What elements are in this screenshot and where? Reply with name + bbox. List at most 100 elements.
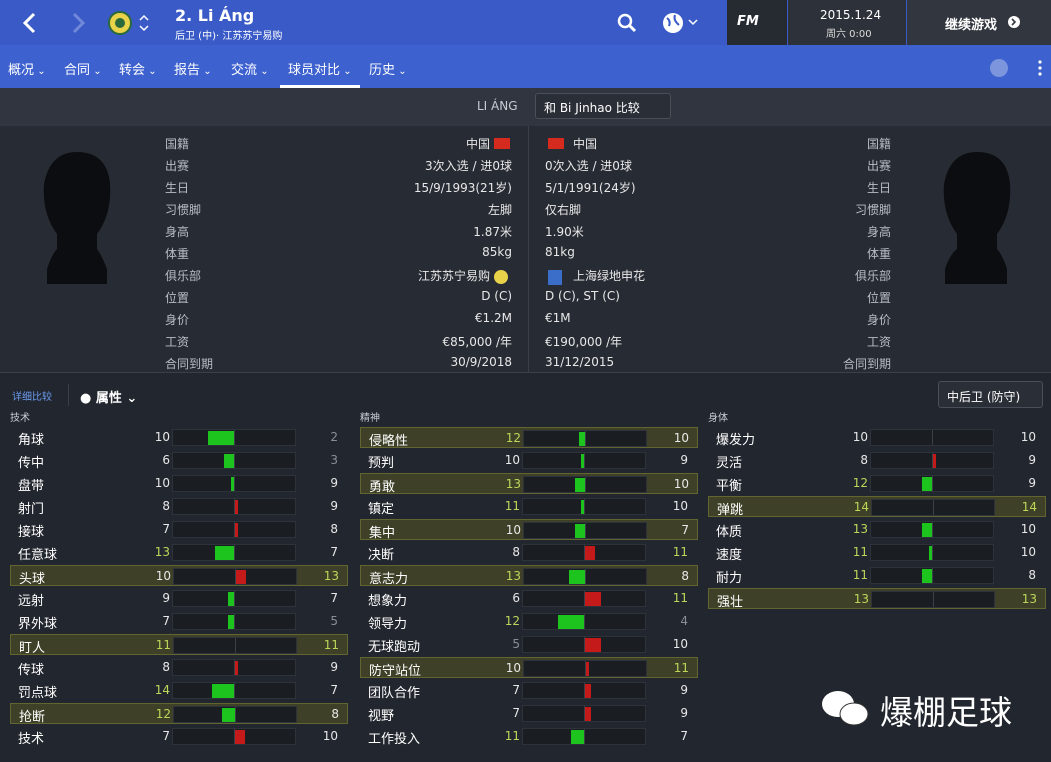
center-line: [235, 638, 236, 653]
center-line: [234, 476, 235, 491]
attribute-row: 想象力 6 11: [360, 588, 698, 609]
center-line: [234, 683, 235, 698]
info-label: 位置: [165, 291, 190, 305]
attribute-name: 任意球: [18, 548, 58, 563]
attribute-row: 抢断 12 8: [10, 703, 348, 725]
bar-track: [522, 705, 646, 722]
attribute-row: 侵略性 12 10: [360, 427, 698, 449]
bar-track: [172, 452, 296, 469]
info-label: 合同到期: [165, 357, 214, 371]
center-line: [584, 453, 585, 468]
attribute-name: 决断: [368, 548, 395, 563]
attribute-name: 罚点球: [18, 686, 58, 701]
info-label: 俱乐部: [165, 269, 202, 283]
attribute-row: 视野 7 9: [360, 703, 698, 724]
left-value: 7: [162, 614, 170, 628]
attribute-row: 预判 10 9: [360, 450, 698, 471]
left-value: 13: [505, 569, 521, 583]
right-value: 9: [680, 683, 688, 697]
right-value: 7: [680, 729, 688, 743]
attribute-name: 远射: [18, 594, 45, 609]
fm-menu[interactable]: FM: [727, 0, 787, 45]
info-label-right: 国籍: [866, 137, 891, 151]
tab[interactable]: 转会 ⌄: [119, 63, 157, 78]
right-value: 上海绿地申花: [573, 269, 646, 283]
difference-bar: [933, 454, 937, 468]
left-value: 中国: [465, 137, 490, 151]
attribute-row: 传球 8 9: [10, 657, 348, 678]
difference-bar: [922, 477, 932, 491]
difference-bar: [227, 615, 234, 629]
compare-dropdown[interactable]: 和 Bi Jinhao 比较: [535, 93, 671, 119]
attribute-row: 传中 6 3: [10, 450, 348, 471]
right-value: 9: [680, 706, 688, 720]
attribute-name: 灵活: [716, 456, 743, 471]
tab[interactable]: 球员对比 ⌄: [280, 59, 360, 88]
left-value: 左脚: [487, 203, 512, 217]
flag: [548, 138, 564, 149]
right-value: 10: [672, 499, 688, 513]
bar-track: [522, 613, 646, 630]
difference-bar: [580, 454, 584, 468]
attribute-row: 无球跑动 5 10: [360, 634, 698, 655]
help-icons[interactable]: [988, 57, 1048, 79]
left-value: 8: [860, 453, 868, 467]
tab[interactable]: 概况 ⌄: [8, 63, 46, 78]
difference-bar: [211, 684, 234, 698]
right-value: 7: [330, 683, 338, 697]
bar-track: [172, 682, 296, 699]
detail-link[interactable]: 详细比较: [12, 392, 52, 403]
difference-bar: [569, 570, 585, 584]
difference-bar: [571, 730, 584, 744]
club-badge: [108, 11, 149, 35]
center-line: [585, 431, 586, 446]
bar-track: [870, 567, 994, 584]
attribute-name: 抢断: [19, 710, 46, 725]
center-line: [584, 614, 585, 629]
left-value: 14: [154, 683, 170, 697]
tab[interactable]: 交流 ⌄: [231, 63, 269, 78]
attribute-row: 镇定 11 10: [360, 496, 698, 517]
left-value: 10: [154, 430, 170, 444]
compare-dropdown-label: 和 Bi Jinhao 比较: [544, 101, 640, 115]
history-arrows[interactable]: [18, 10, 98, 36]
right-value: 14: [1021, 500, 1037, 514]
left-value: 10: [505, 523, 521, 537]
bar-track: [172, 590, 296, 607]
left-value: 10: [852, 430, 868, 444]
bar-track: [172, 521, 296, 538]
tab[interactable]: 合同 ⌄: [64, 63, 102, 78]
bar-track: [522, 498, 646, 515]
left-value: 8: [162, 499, 170, 513]
continue-button[interactable]: 继续游戏: [907, 0, 1051, 45]
bar-track: [523, 660, 647, 677]
view-dropdown[interactable]: ● 属性 ⌄: [80, 391, 138, 406]
attribute-name: 传球: [18, 663, 45, 678]
left-value: 11: [852, 545, 868, 559]
date-box[interactable]: 2015.1.24 周六 0:00: [788, 0, 906, 45]
attribute-row: 意志力 13 8: [360, 565, 698, 587]
bar-track: [172, 728, 296, 745]
tab-bar: 概况 ⌄ 合同 ⌄ 转会 ⌄ 报告 ⌄ 交流 ⌄ 球员对比 ⌄ 历史 ⌄: [0, 45, 1051, 88]
tool-icons[interactable]: [615, 10, 705, 36]
left-value: 14: [853, 500, 869, 514]
center-line: [932, 453, 933, 468]
attribute-row: 强壮 13 13: [708, 588, 1046, 610]
bar-track: [173, 706, 297, 723]
tab-caret: ⌄: [257, 66, 269, 77]
attribute-row: 头球 10 13: [10, 565, 348, 587]
attribute-row: 爆发力 10 10: [708, 427, 1046, 448]
bar-track: [173, 637, 297, 654]
info-label-right: 合同到期: [842, 357, 891, 371]
tab[interactable]: 报告 ⌄: [174, 63, 212, 78]
left-value: 江苏苏宁易购: [417, 269, 490, 283]
role-dropdown[interactable]: 中后卫 (防守): [938, 381, 1043, 408]
left-value: 30/9/2018: [450, 355, 512, 369]
role-label: 中后卫 (防守): [947, 390, 1021, 404]
left-value: 7: [512, 683, 520, 697]
bar-track: [173, 568, 297, 585]
compare-bar: LI ÁNG 和 Bi Jinhao 比较: [0, 88, 1051, 126]
bar-track: [522, 728, 646, 745]
left-value: 3次入选 / 进0球: [425, 159, 512, 173]
tab[interactable]: 历史 ⌄: [369, 63, 407, 78]
